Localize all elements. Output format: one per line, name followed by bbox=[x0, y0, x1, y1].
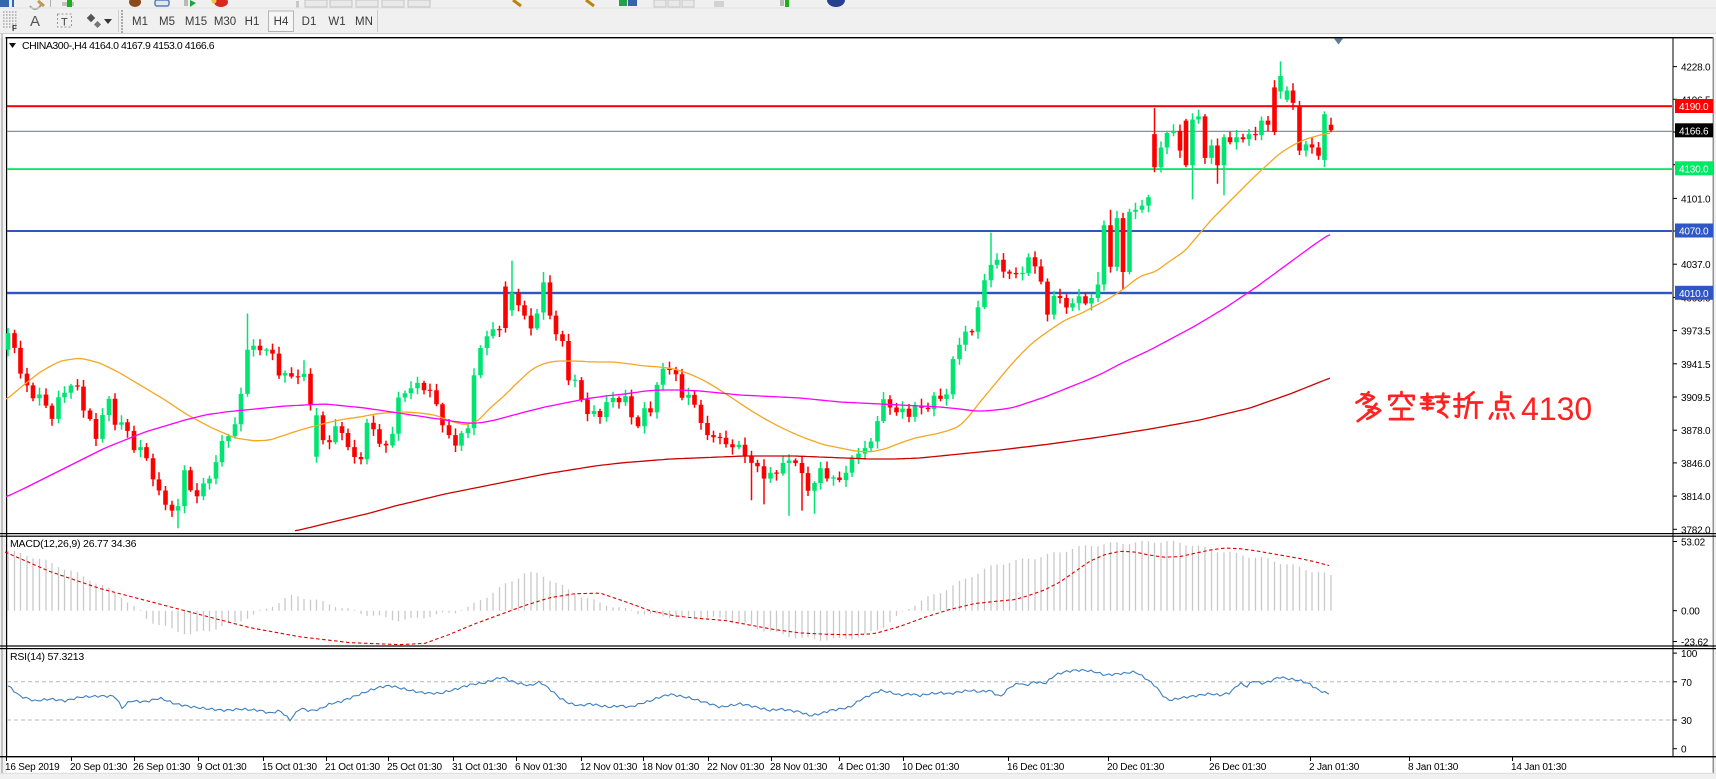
svg-text:28 Nov 01:30: 28 Nov 01:30 bbox=[770, 762, 828, 773]
svg-text:3782.0: 3782.0 bbox=[1681, 525, 1711, 536]
svg-text:T: T bbox=[61, 17, 68, 29]
svg-text:12 Nov 01:30: 12 Nov 01:30 bbox=[580, 762, 638, 773]
svg-text:15 Oct 01:30: 15 Oct 01:30 bbox=[262, 762, 317, 773]
svg-text:4070.0: 4070.0 bbox=[1679, 227, 1709, 238]
svg-text:4130: 4130 bbox=[1521, 391, 1592, 427]
svg-text:4101.0: 4101.0 bbox=[1681, 194, 1711, 205]
svg-text:2 Jan 01:30: 2 Jan 01:30 bbox=[1309, 762, 1360, 773]
svg-text:4037.0: 4037.0 bbox=[1681, 260, 1711, 271]
svg-text:21 Oct 01:30: 21 Oct 01:30 bbox=[325, 762, 380, 773]
svg-text:H1: H1 bbox=[245, 16, 260, 28]
svg-text:0.00: 0.00 bbox=[1681, 607, 1700, 618]
svg-text:M1: M1 bbox=[132, 16, 148, 28]
svg-text:F: F bbox=[12, 24, 17, 33]
svg-text:3846.0: 3846.0 bbox=[1681, 459, 1711, 470]
svg-text:8 Jan 01:30: 8 Jan 01:30 bbox=[1408, 762, 1459, 773]
svg-text:RSI(14) 57.3213: RSI(14) 57.3213 bbox=[10, 651, 84, 663]
svg-text:53.02: 53.02 bbox=[1681, 538, 1706, 549]
svg-text:4166.6: 4166.6 bbox=[1679, 127, 1709, 138]
svg-text:31 Oct 01:30: 31 Oct 01:30 bbox=[452, 762, 507, 773]
svg-text:4 Dec 01:30: 4 Dec 01:30 bbox=[838, 762, 890, 773]
svg-text:20 Dec 01:30: 20 Dec 01:30 bbox=[1107, 762, 1165, 773]
svg-text:22 Nov 01:30: 22 Nov 01:30 bbox=[707, 762, 765, 773]
svg-text:25 Oct 01:30: 25 Oct 01:30 bbox=[387, 762, 442, 773]
svg-text:26 Sep 01:30: 26 Sep 01:30 bbox=[133, 762, 191, 773]
svg-text:H4: H4 bbox=[274, 16, 289, 28]
svg-text:100: 100 bbox=[1681, 649, 1698, 660]
svg-text:CHINA300-,H4 4164.0 4167.9 41: CHINA300-,H4 4164.0 4167.9 4153.0 4166.6 bbox=[22, 40, 215, 52]
svg-text:30: 30 bbox=[1681, 716, 1692, 727]
svg-text:18 Nov 01:30: 18 Nov 01:30 bbox=[642, 762, 700, 773]
svg-text:70: 70 bbox=[1681, 678, 1692, 689]
svg-text:W1: W1 bbox=[328, 16, 345, 28]
svg-text:16 Dec 01:30: 16 Dec 01:30 bbox=[1007, 762, 1065, 773]
svg-text:3909.5: 3909.5 bbox=[1681, 393, 1711, 404]
svg-text:16 Sep 2019: 16 Sep 2019 bbox=[5, 762, 60, 773]
svg-text:10 Dec 01:30: 10 Dec 01:30 bbox=[902, 762, 960, 773]
svg-text:4130.0: 4130.0 bbox=[1679, 165, 1709, 176]
svg-text:A: A bbox=[30, 13, 40, 30]
svg-text:M5: M5 bbox=[159, 16, 175, 28]
svg-text:0: 0 bbox=[1681, 745, 1687, 756]
svg-text:20 Sep 01:30: 20 Sep 01:30 bbox=[70, 762, 128, 773]
svg-text:M15: M15 bbox=[185, 16, 207, 28]
svg-text:14 Jan 01:30: 14 Jan 01:30 bbox=[1511, 762, 1567, 773]
svg-text:4228.0: 4228.0 bbox=[1681, 63, 1711, 74]
svg-text:MACD(12,26,9) 26.77 34.36: MACD(12,26,9) 26.77 34.36 bbox=[10, 538, 137, 550]
svg-text:3814.0: 3814.0 bbox=[1681, 492, 1711, 503]
svg-text:3941.5: 3941.5 bbox=[1681, 360, 1711, 371]
svg-text:D1: D1 bbox=[302, 16, 317, 28]
svg-text:9 Oct 01:30: 9 Oct 01:30 bbox=[197, 762, 247, 773]
svg-text:4190.0: 4190.0 bbox=[1679, 102, 1709, 113]
svg-text:3878.0: 3878.0 bbox=[1681, 426, 1711, 437]
svg-text:6 Nov 01:30: 6 Nov 01:30 bbox=[515, 762, 567, 773]
svg-text:MN: MN bbox=[355, 16, 373, 28]
svg-text:4010.0: 4010.0 bbox=[1679, 289, 1709, 300]
svg-text:-23.62: -23.62 bbox=[1681, 638, 1709, 649]
svg-text:3973.5: 3973.5 bbox=[1681, 327, 1711, 338]
svg-text:M30: M30 bbox=[214, 16, 236, 28]
svg-text:26 Dec 01:30: 26 Dec 01:30 bbox=[1209, 762, 1267, 773]
